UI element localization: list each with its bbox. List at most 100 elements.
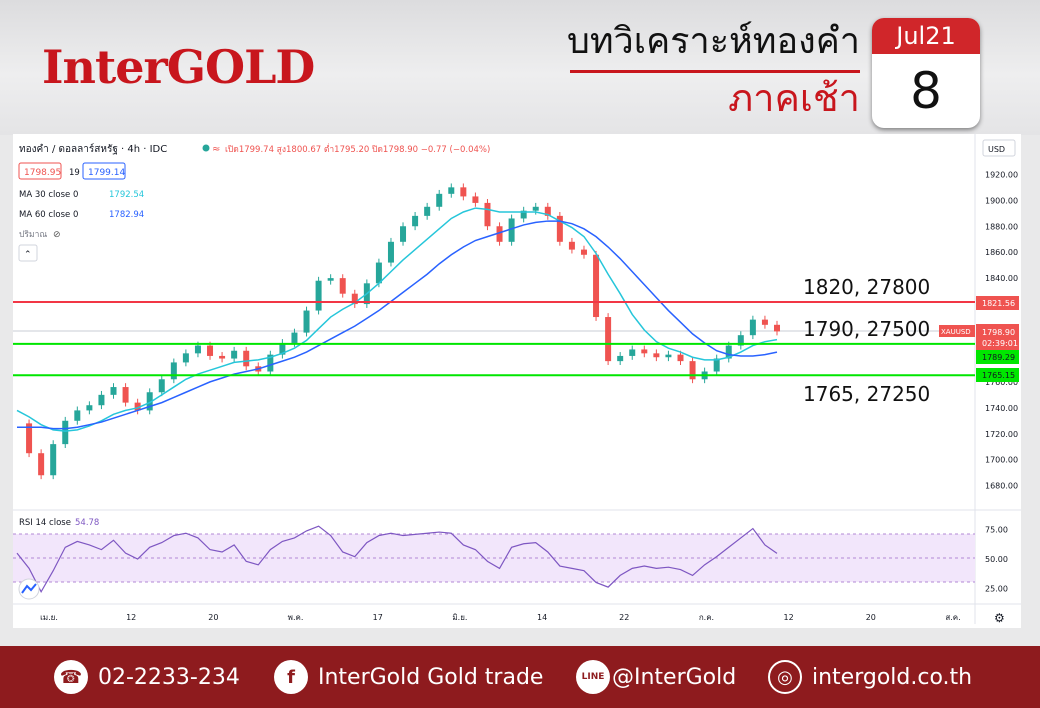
candle-body bbox=[677, 354, 684, 362]
eye-hidden-icon[interactable]: ⊘ bbox=[53, 230, 61, 240]
y-tick-label: 1860.00 bbox=[985, 248, 1018, 257]
candle-body bbox=[146, 392, 153, 411]
y-tick-label: 1700.00 bbox=[985, 456, 1018, 465]
rsi-tick-label: 50.00 bbox=[985, 555, 1008, 564]
candle-body bbox=[351, 293, 358, 305]
x-tick-label: 17 bbox=[373, 613, 383, 622]
level-label: 1790, 27500 bbox=[803, 317, 930, 341]
candle-body bbox=[50, 444, 57, 476]
footer-line[interactable]: LINE @InterGold bbox=[576, 646, 736, 708]
footer-line-text: @InterGold bbox=[612, 664, 737, 690]
candle-body bbox=[303, 310, 310, 333]
candle-body bbox=[653, 353, 660, 358]
ask-box[interactable] bbox=[82, 162, 126, 180]
ask-price: 1799.14 bbox=[88, 168, 125, 178]
candle-body bbox=[110, 387, 117, 395]
candle-body bbox=[243, 350, 250, 367]
candle-body bbox=[761, 319, 768, 325]
candle-body bbox=[231, 350, 238, 359]
candle-body bbox=[182, 353, 189, 363]
candle-body bbox=[532, 206, 539, 211]
candle-body bbox=[134, 402, 141, 411]
tradingview-logo-mark bbox=[21, 583, 37, 594]
candle-body bbox=[86, 405, 93, 411]
candle-body bbox=[472, 196, 479, 203]
y-tick-label: 1840.00 bbox=[985, 274, 1018, 283]
candle-body bbox=[713, 358, 720, 372]
candle-body bbox=[62, 420, 69, 445]
footer-phone-text: 02-2233-234 bbox=[98, 664, 240, 690]
candle-body bbox=[629, 349, 636, 356]
candle-body bbox=[605, 317, 612, 362]
phone-icon: ☎ bbox=[54, 660, 88, 694]
footer-facebook-text: InterGold Gold trade bbox=[318, 664, 544, 690]
footer-bar: ☎ 02-2233-234 f InterGold Gold trade LIN… bbox=[0, 646, 1040, 708]
x-tick-label: มิ.ย. bbox=[452, 613, 467, 622]
spread-value: 19 bbox=[69, 168, 80, 178]
ma30-line bbox=[16, 207, 778, 432]
candle-body bbox=[98, 394, 105, 406]
candle-body bbox=[279, 342, 286, 355]
candle-body bbox=[568, 241, 575, 250]
x-tick-label: พ.ค. bbox=[288, 613, 304, 622]
y-tick-label: 1680.00 bbox=[985, 482, 1018, 491]
settings-gear-icon[interactable]: ⚙ bbox=[994, 611, 1005, 625]
wave-icon: ≈ bbox=[212, 144, 220, 155]
ma60-label: MA 60 close 0 bbox=[19, 210, 78, 220]
candle-body bbox=[339, 278, 346, 294]
footer-facebook[interactable]: f InterGold Gold trade bbox=[274, 646, 543, 708]
candle-body bbox=[496, 226, 503, 242]
candle-body bbox=[520, 210, 527, 219]
collapse-legend-button[interactable] bbox=[18, 244, 38, 262]
globe-icon: ◎ bbox=[768, 660, 802, 694]
ma30-value: 1792.54 bbox=[109, 190, 144, 200]
facebook-icon: f bbox=[274, 660, 308, 694]
x-tick-label: 12 bbox=[784, 613, 794, 622]
candle-body bbox=[544, 206, 551, 216]
candle-body bbox=[424, 206, 431, 216]
rsi-tick-label: 75.00 bbox=[985, 526, 1008, 535]
candle-body bbox=[593, 254, 600, 318]
y-tick-label: 1900.00 bbox=[985, 196, 1018, 205]
candle-body bbox=[170, 362, 177, 380]
candle-body bbox=[484, 202, 491, 227]
candle-body bbox=[74, 410, 81, 421]
chevron-up-icon: ⌃ bbox=[24, 250, 32, 260]
volume-label: ปริมาณ bbox=[19, 230, 47, 240]
price-chart[interactable]: 1680.001700.001720.001740.001760.001780.… bbox=[13, 134, 1021, 628]
footer-phone[interactable]: ☎ 02-2233-234 bbox=[54, 646, 240, 708]
candle-body bbox=[556, 215, 563, 242]
x-tick-label: เม.ย. bbox=[40, 613, 58, 622]
candle-body bbox=[580, 249, 587, 255]
candle-body bbox=[617, 355, 624, 362]
candle-body bbox=[749, 319, 756, 336]
candle-body bbox=[122, 387, 129, 403]
bar-countdown: 02:39:01 bbox=[982, 339, 1018, 348]
candle-body bbox=[291, 332, 298, 343]
y-tick-label: 1920.00 bbox=[985, 170, 1018, 179]
footer-website-text: intergold.co.th bbox=[812, 664, 973, 690]
candle-body bbox=[219, 355, 226, 359]
status-dot-icon bbox=[202, 144, 210, 152]
candle-body bbox=[436, 193, 443, 207]
bid-box[interactable] bbox=[18, 162, 62, 180]
rsi-label: RSI 14 close bbox=[19, 518, 71, 528]
candle-body bbox=[400, 226, 407, 242]
candle-body bbox=[327, 278, 334, 281]
candle-body bbox=[158, 379, 165, 393]
ohlc-readout: เปิด1799.74 สูง1800.67 ต่ำ1795.20 ปิด179… bbox=[225, 143, 490, 155]
header-banner bbox=[0, 0, 1040, 135]
ticker-tag bbox=[939, 325, 975, 337]
rsi-value: 54.78 bbox=[75, 518, 99, 528]
candle-body bbox=[194, 345, 201, 354]
price-tag-resistance-value: 1821.56 bbox=[982, 299, 1015, 308]
price-tag-support1 bbox=[976, 350, 1019, 364]
x-axis-ticks: เม.ย. 12 20 พ.ค. 17 มิ.ย. 14 22 ก.ค. 12 20 ส.ค. bbox=[40, 613, 961, 622]
price-tag-support2-value: 1765.15 bbox=[982, 371, 1015, 380]
level-label: 1820, 27800 bbox=[803, 275, 930, 299]
footer-website[interactable]: ◎ intergold.co.th bbox=[768, 646, 972, 708]
y-tick-label: 1760.00 bbox=[985, 378, 1018, 387]
y-tick-label: 1740.00 bbox=[985, 404, 1018, 413]
currency-selector[interactable] bbox=[982, 139, 1016, 157]
candle-body bbox=[207, 345, 214, 356]
